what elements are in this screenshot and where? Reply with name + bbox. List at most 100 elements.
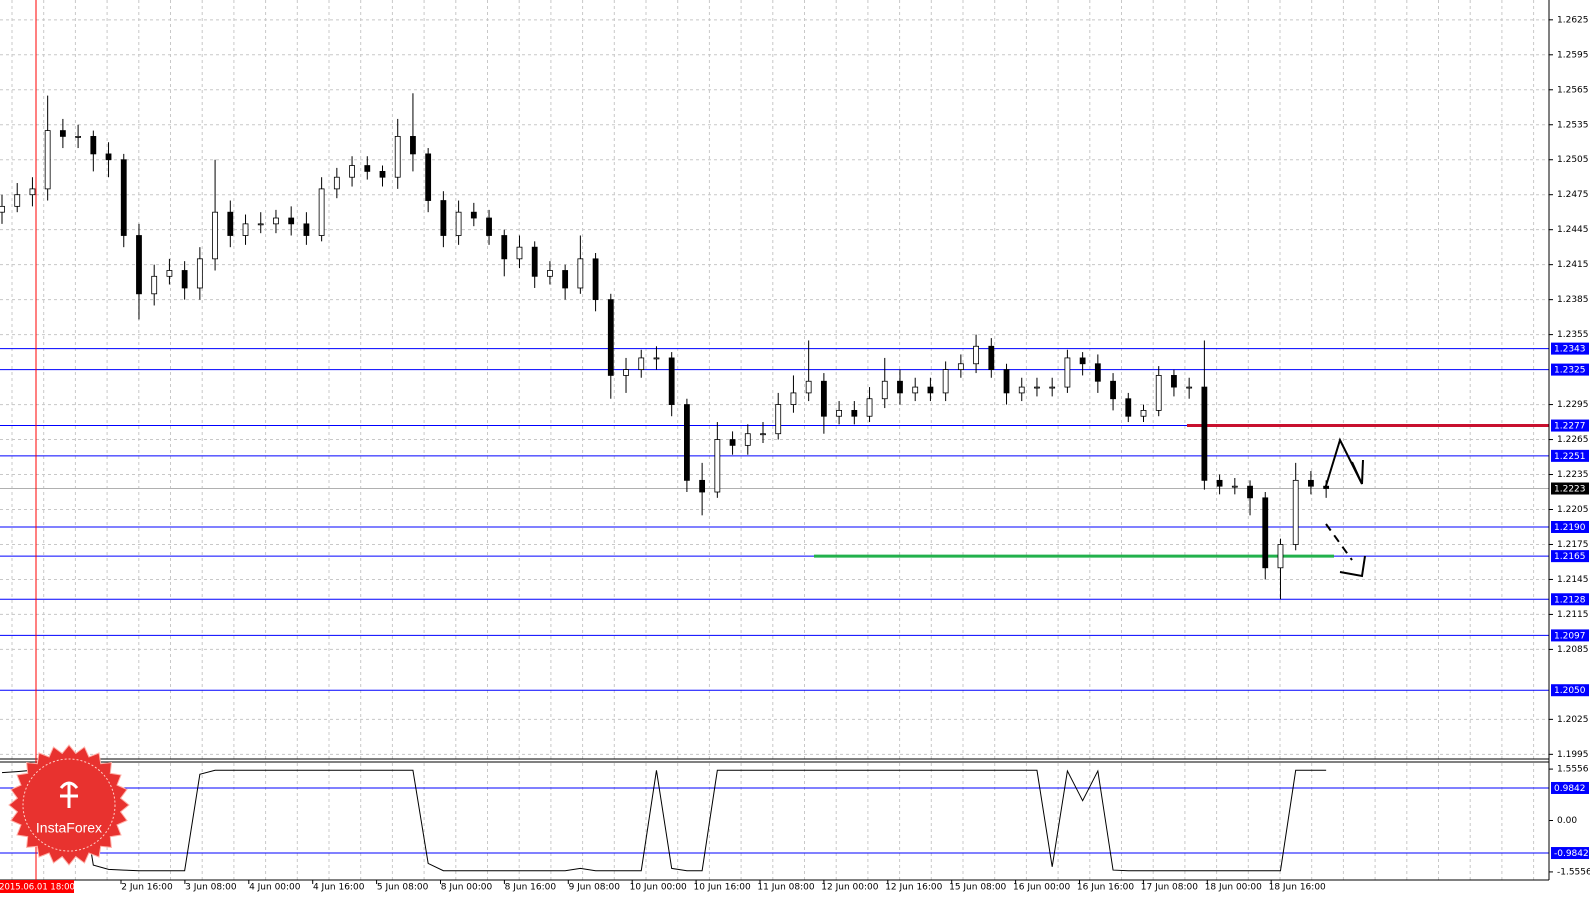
candle-body (257, 223, 264, 226)
time-axis-labels: 2 Jun 16:00 3 Jun 08:00 4 Jun 00:00 4 Jun 1… (120, 880, 1326, 893)
y-tick-label: 1.2175 (1557, 540, 1589, 550)
candle-body (59, 130, 66, 137)
x-tick-label: 15 Jun 08:00 (949, 883, 1006, 893)
candle-body (1003, 369, 1010, 394)
level-label-box (1551, 342, 1589, 355)
candle-body (836, 409, 842, 417)
y-tick-label: 1.2115 (1557, 610, 1589, 620)
y-tick-label: 1.2445 (1557, 225, 1589, 235)
candle-body (44, 130, 51, 190)
candle-body (349, 165, 355, 178)
candle-body (881, 380, 888, 400)
candle-body (714, 439, 721, 493)
candle-body (790, 392, 797, 405)
x-tick-label: 3 Jun 08:00 (185, 883, 237, 893)
y-tick-label: 1.2025 (1557, 715, 1589, 725)
y-tick-label: 1.1995 (1557, 750, 1589, 760)
candle-body (531, 246, 538, 277)
forecast-down-arrowhead (1339, 555, 1366, 578)
candle-body (942, 369, 949, 394)
candle-body (196, 258, 203, 289)
y-tick-label: 1.2145 (1557, 575, 1589, 585)
candle-body (1155, 375, 1162, 411)
level-label: 1.2165 (1554, 552, 1586, 562)
logo: InstaForex (8, 744, 130, 866)
y-tick-label: 1.2535 (1557, 120, 1589, 130)
candle-body (227, 211, 234, 236)
x-tick-label: 8 Jun 16:00 (505, 883, 557, 893)
level-label: 1.2190 (1554, 523, 1586, 533)
x-tick-label: 18 Jun 00:00 (1205, 883, 1262, 893)
candle-body (775, 404, 782, 435)
level-label: 1.2325 (1554, 366, 1586, 376)
candle-body (1110, 380, 1116, 400)
forecast-up-arrow (1324, 437, 1364, 490)
x-tick-label: 10 Jun 00:00 (630, 883, 687, 893)
candles (0, 93, 1330, 600)
x-tick-label: 11 Jun 08:00 (757, 883, 814, 893)
candle-body (805, 380, 812, 394)
candle-body (410, 136, 416, 155)
level-label: 1.2128 (1554, 595, 1586, 605)
candle-body (0, 205, 5, 213)
y-tick-label: 1.2385 (1557, 295, 1589, 305)
y-tick-label: 1.2565 (1557, 85, 1589, 95)
level-label: 1.2097 (1554, 631, 1586, 641)
level-label: -0.9842 (1554, 849, 1589, 859)
x-tick-label: 12 Jun 16:00 (885, 883, 942, 893)
candle-body (684, 404, 690, 481)
x-tick-label: 9 Jun 08:00 (569, 883, 621, 893)
x-tick-label: 16 Jun 00:00 (1013, 883, 1070, 893)
cursor-label-box (0, 880, 74, 893)
candle-body (1094, 363, 1101, 382)
ind-y-tick-label: -1.5556 (1557, 867, 1590, 877)
candle-body (592, 258, 599, 301)
candle-body (1049, 386, 1056, 389)
level-label-box (1551, 550, 1589, 563)
x-tick-label: 17 Jun 08:00 (1141, 883, 1198, 893)
candle-body (181, 270, 188, 289)
x-tick-label: 10 Jun 16:00 (694, 883, 751, 893)
candle-body (166, 270, 173, 277)
candle-body (212, 211, 218, 260)
x-tick-label: 8 Jun 00:00 (441, 883, 493, 893)
candle-body (699, 479, 706, 493)
candle-body (1262, 497, 1269, 569)
candle-body (1186, 386, 1193, 389)
candle-body (897, 380, 903, 394)
candle-body (90, 136, 97, 155)
y-tick-label: 1.2205 (1557, 505, 1589, 515)
cursor-label: 2015.06.01 18:00 (0, 883, 75, 893)
candle-body (1140, 409, 1147, 417)
level-label: 1.2251 (1554, 452, 1586, 462)
levels: 1.2343 1.2325 1.2277 1.2251 1.2190 1.2165 1.21… (0, 342, 1589, 697)
candle-body (866, 398, 873, 417)
level-label-box (1551, 482, 1589, 495)
level-label-box (1551, 593, 1589, 606)
x-tick-label: 18 Jun 16:00 (1269, 883, 1326, 893)
candle-body (364, 165, 371, 172)
candle-body (1125, 398, 1132, 417)
candle-body (638, 357, 645, 370)
candle-body (440, 200, 447, 236)
level-label-box (1551, 363, 1589, 376)
y-tick-label: 1.2295 (1557, 400, 1589, 410)
x-tick-label: 4 Jun 16:00 (313, 883, 365, 893)
level-label-box (1551, 781, 1589, 794)
candle-body (1034, 386, 1040, 389)
level-label-box (1551, 684, 1589, 697)
candle-body (1079, 357, 1086, 365)
candle-body (760, 433, 766, 436)
candle-body (1247, 485, 1253, 499)
candle-body (744, 433, 751, 446)
candle-body (820, 380, 827, 417)
candle-body (486, 217, 492, 236)
candle-body (14, 194, 21, 207)
candle-body (1018, 386, 1025, 394)
candle-body (1292, 479, 1299, 545)
candle-body (379, 170, 386, 178)
candle-body (1171, 375, 1177, 388)
ind-y-tick-label: 1.5556 (1557, 765, 1589, 775)
logo-icon (59, 781, 79, 808)
